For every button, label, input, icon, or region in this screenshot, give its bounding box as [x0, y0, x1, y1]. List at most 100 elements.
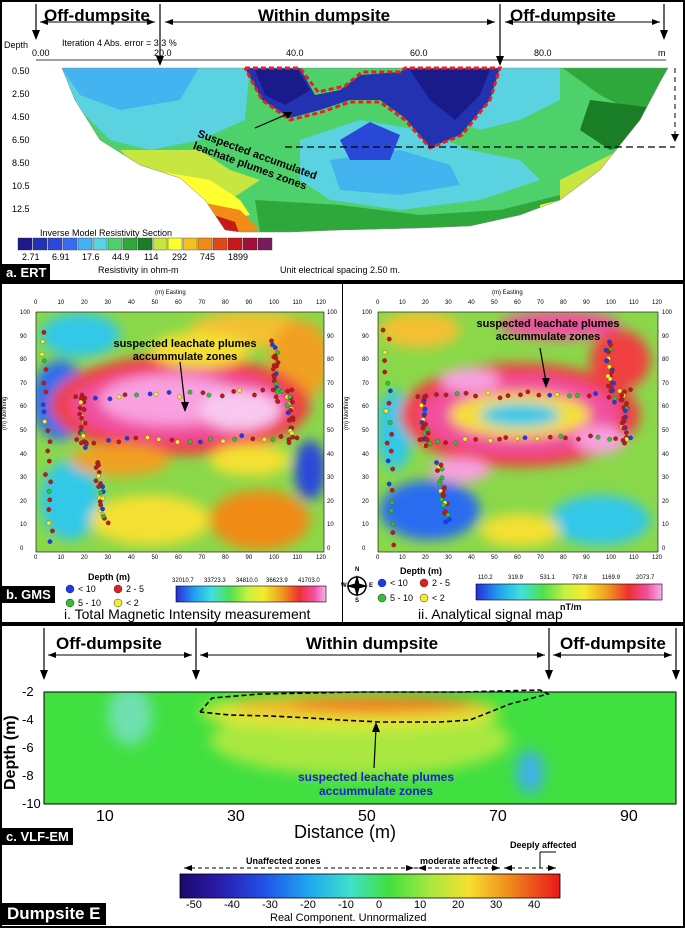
- survey-point: [187, 439, 193, 445]
- ert-legend-value: 17.6: [82, 252, 100, 262]
- ert-legend-value: 6.91: [52, 252, 70, 262]
- survey-point: [79, 440, 84, 446]
- ert-legend-swatch: [47, 237, 63, 251]
- gms-right-legend-dot-blue: [377, 578, 387, 588]
- survey-point: [187, 389, 193, 395]
- survey-point: [278, 434, 284, 439]
- ert-iteration-text: Iteration 4 Abs. error = 3.3 %: [62, 38, 177, 48]
- gms-right-y-tick-right: 60: [662, 404, 669, 411]
- survey-point: [423, 443, 429, 449]
- survey-point: [270, 342, 275, 348]
- survey-point: [607, 364, 612, 370]
- survey-point: [617, 388, 623, 394]
- gms-left-legend-dot-green: [65, 598, 75, 608]
- gms-right-legend-dot-red: [419, 578, 429, 588]
- gms-left-scale-tick: 41703.0: [298, 578, 320, 584]
- gms-left-x-tick-top: 0: [34, 300, 38, 306]
- survey-point: [434, 460, 439, 465]
- gms-left-y-tick-right: 20: [327, 498, 334, 505]
- gms-right-legend-label: < 10: [390, 578, 408, 588]
- gms-right-y-tick-right: 30: [662, 475, 669, 482]
- survey-point: [621, 418, 627, 424]
- gms-left-y-tick: 20: [20, 498, 27, 505]
- gms-right-x-tick-bottom: 60: [514, 555, 521, 561]
- survey-point: [197, 439, 203, 445]
- gms-left-y-tick-right: 60: [327, 404, 334, 411]
- survey-point: [43, 367, 49, 372]
- gms-left-y-tick: 70: [20, 380, 27, 387]
- vlf-y-tick: -6: [22, 740, 34, 755]
- survey-point: [440, 491, 446, 497]
- survey-point: [93, 395, 98, 401]
- survey-point: [438, 497, 444, 502]
- survey-point: [78, 399, 84, 405]
- survey-point: [81, 433, 86, 439]
- vlf-x-label: Distance (m): [294, 822, 397, 842]
- vlf-scale-tick: 30: [490, 899, 503, 911]
- gms-left-y-tick: 30: [20, 475, 27, 482]
- gms-right-scale-tick: 2073.7: [636, 575, 655, 581]
- gms-right-scale-tick: 797.8: [572, 575, 588, 581]
- survey-point: [100, 495, 106, 501]
- ert-legend-swatch: [197, 237, 213, 251]
- gms-right-y-tick: 100: [362, 310, 373, 316]
- survey-point: [47, 458, 52, 464]
- gms-right-scale-tick: 110.2: [478, 575, 493, 581]
- ert-legend-swatch: [62, 237, 78, 251]
- survey-point: [43, 389, 49, 395]
- ert-depth-label: Depth: [4, 40, 29, 50]
- gms-right-legend-label: 5 - 10: [390, 593, 414, 603]
- gms-right-annotation: suspected leachate plumes accummulate zo…: [476, 318, 620, 343]
- survey-point: [219, 393, 225, 399]
- survey-point: [618, 397, 624, 403]
- survey-point: [382, 350, 388, 355]
- vlf-zone-right: Off-dumpsite: [560, 634, 666, 653]
- vlf-scale-tick: 40: [528, 899, 541, 911]
- survey-point: [518, 392, 523, 398]
- gms-left-y-tick-right: 70: [327, 380, 334, 387]
- survey-point: [606, 349, 611, 355]
- gms-panel: [0, 282, 685, 624]
- ert-legend-swatch: [107, 237, 123, 251]
- survey-point: [270, 387, 276, 393]
- survey-point: [82, 445, 88, 450]
- survey-point: [45, 448, 51, 454]
- ert-legend-swatch: [92, 237, 108, 251]
- survey-point: [41, 330, 47, 335]
- gms-left-x-tick-top: 80: [222, 300, 229, 306]
- survey-point: [382, 369, 388, 375]
- gms-right-y-tick: 70: [362, 380, 369, 387]
- gms-right-legend-label: < 2: [432, 593, 445, 603]
- gms-left-y-tick-right: 10: [327, 522, 334, 529]
- compass-s: S: [355, 598, 360, 604]
- survey-point: [262, 437, 267, 442]
- gms-left-y-tick-right: 50: [327, 428, 334, 434]
- gms-left-x-tick-top: 40: [128, 300, 135, 306]
- survey-point: [622, 408, 628, 414]
- survey-point: [437, 481, 443, 487]
- ert-legend-value: 292: [172, 252, 188, 262]
- gms-left-x-tick-bottom: 50: [151, 555, 159, 561]
- survey-point: [389, 487, 395, 493]
- vlf-scale-label: Real Component. Unnormalized: [270, 912, 427, 924]
- gms-left-scale-tick: 34810.0: [236, 578, 258, 584]
- gms-left-x-tick-top: 120: [316, 300, 327, 306]
- survey-point: [473, 393, 478, 399]
- survey-point: [445, 512, 451, 518]
- survey-point: [166, 390, 172, 395]
- gms-right-x-tick-bottom: 90: [583, 555, 590, 561]
- vlf-zone-deep: Deeply affected: [510, 840, 577, 850]
- ert-x-tick: 40.0: [286, 48, 304, 58]
- gms-left-legend-label: < 2: [126, 598, 139, 608]
- gms-left-x-tick-top: 10: [57, 300, 65, 306]
- survey-point: [45, 428, 51, 434]
- compass-n: N: [355, 567, 360, 573]
- survey-point: [98, 502, 104, 508]
- survey-point: [73, 394, 79, 399]
- gms-left-x-tick-bottom: 120: [316, 555, 327, 561]
- survey-point: [488, 438, 493, 444]
- ert-depth-tick: 2.50: [12, 89, 30, 99]
